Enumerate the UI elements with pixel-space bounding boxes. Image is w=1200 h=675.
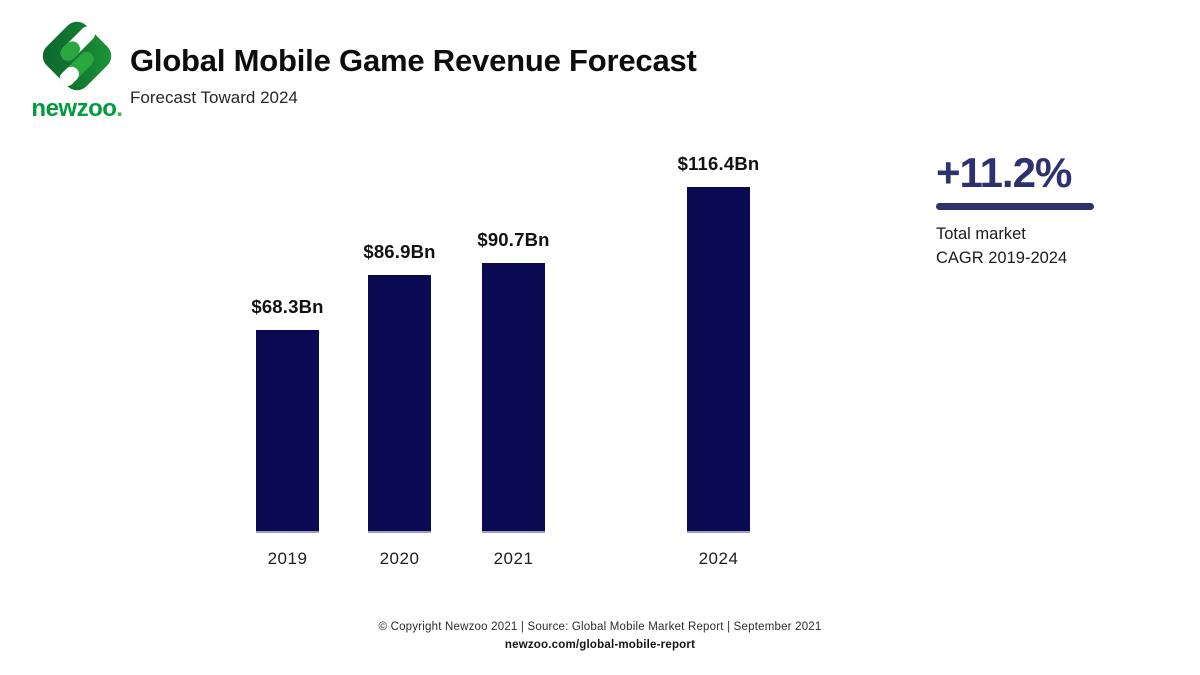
- bar-value-label: $68.3Bn: [251, 296, 324, 317]
- copyright-text: © Copyright Newzoo 2021 | Source: Global…: [378, 621, 822, 633]
- newzoo-logo-icon: [42, 21, 112, 91]
- bar-value-label: $116.4Bn: [677, 153, 760, 174]
- x-axis-label-2021: 2021: [493, 549, 534, 568]
- bar-2019: [256, 330, 319, 533]
- footer: © Copyright Newzoo 2021 | Source: Global…: [0, 621, 1200, 651]
- page-subtitle: Forecast Toward 2024: [130, 88, 298, 108]
- stat-underline: [936, 203, 1094, 210]
- cagr-caption-line2: CAGR 2019-2024: [936, 248, 1068, 267]
- newzoo-logo: newzoo.: [27, 17, 127, 121]
- bar-2020: [368, 275, 431, 533]
- bar-value-label: $86.9Bn: [363, 241, 436, 262]
- bar-column-2019: $68.3Bn 2019: [251, 296, 323, 568]
- x-axis-label-2019: 2019: [267, 549, 308, 568]
- bar-value-label: $90.7Bn: [477, 229, 550, 250]
- header: Global Mobile Game Revenue Forecast Fore…: [130, 42, 697, 108]
- report-url: newzoo.com/global-mobile-report: [504, 639, 696, 651]
- bar-2021: [482, 263, 545, 533]
- bar-column-2020: $86.9Bn 2020: [363, 241, 435, 568]
- cagr-value: +11.2%: [936, 149, 1072, 196]
- cagr-caption-line1: Total market: [936, 225, 1026, 243]
- x-axis-label-2024: 2024: [698, 549, 739, 568]
- x-axis-label-2020: 2020: [379, 549, 420, 568]
- cagr-stat: +11.2% Total market CAGR 2019-2024: [936, 152, 1156, 271]
- bar-chart: $68.3Bn 2019 $86.9Bn 2020 $90.7Bn 2021 $…: [251, 153, 760, 568]
- wordmark-dot: .: [116, 95, 123, 122]
- bar-2024: [687, 187, 750, 533]
- newzoo-wordmark: newzoo.: [31, 95, 123, 122]
- bar-column-2024: $116.4Bn 2024: [678, 153, 760, 568]
- bar-column-2021: $90.7Bn 2021: [477, 229, 549, 568]
- page-title: Global Mobile Game Revenue Forecast: [130, 43, 697, 78]
